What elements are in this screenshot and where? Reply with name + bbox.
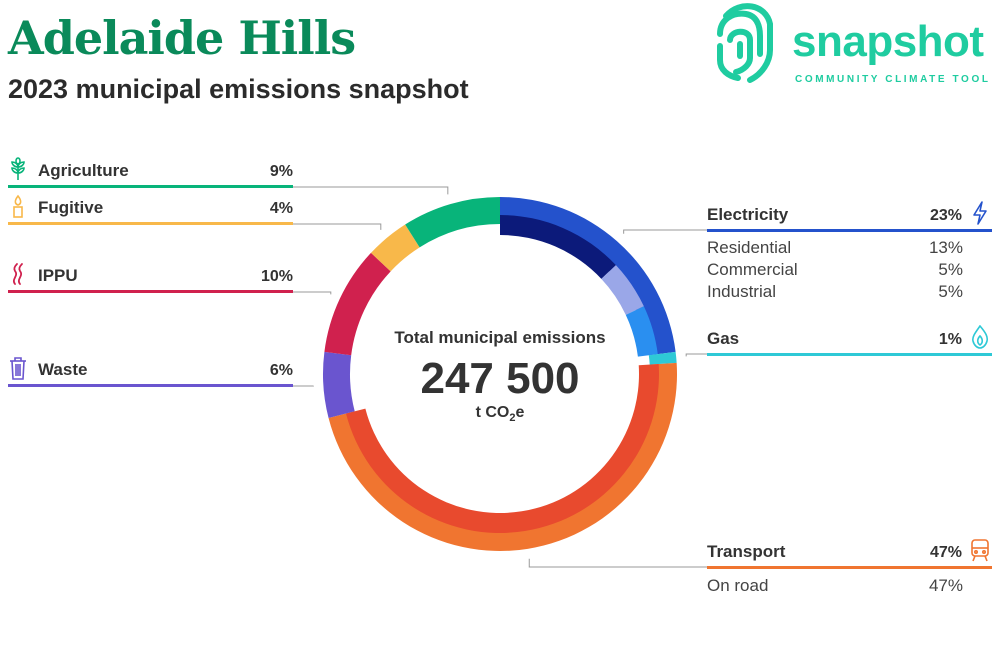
sub-category-percent: 5% <box>938 282 963 301</box>
sub-category-percent: 5% <box>938 260 963 279</box>
category-name: Transport <box>707 542 786 561</box>
category-electricity: Electricity 23% <box>707 201 992 232</box>
leader-line-ippu <box>293 291 332 295</box>
category-percent: 10% <box>260 268 293 285</box>
slice-ippu <box>324 252 391 356</box>
slice-electricity <box>500 197 676 356</box>
leader-line-transport <box>528 558 707 568</box>
page-title: Adelaide Hills <box>8 11 356 65</box>
leader-line-electricity <box>623 229 707 234</box>
sub-category-percent: 47% <box>928 576 963 595</box>
slice-fugitive <box>370 224 420 272</box>
category-percent: 6% <box>269 362 293 379</box>
slice-agriculture <box>405 197 500 248</box>
leader-line-gas <box>685 353 707 357</box>
sub-category-name: On road <box>707 576 769 595</box>
category-name: Electricity <box>707 205 789 224</box>
electricity-sub-residential: Residential 13% <box>707 238 963 260</box>
leader-line-agriculture <box>293 186 449 195</box>
category-name: Fugitive <box>38 198 104 217</box>
sub-slice-industrial <box>625 306 658 357</box>
sub-slice-commercial <box>601 265 644 315</box>
train-icon <box>971 539 989 562</box>
category-name: Gas <box>707 329 740 348</box>
flame-candle-icon <box>13 194 23 218</box>
logo-wordmark: snapshot <box>792 17 984 66</box>
smoke-icon <box>12 263 23 285</box>
sub-category-name: Industrial <box>707 282 776 301</box>
electricity-sub-industrial: Industrial 5% <box>707 282 963 304</box>
leader-lines <box>293 186 707 568</box>
leader-line-fugitive <box>293 223 382 230</box>
sub-category-percent: 13% <box>928 238 963 257</box>
sub-category-name: Residential <box>707 238 792 257</box>
sub-category-name: Commercial <box>707 260 798 279</box>
donut-ring <box>322 197 678 552</box>
category-name: Agriculture <box>38 161 129 180</box>
category-gas: Gas 1% <box>707 325 992 356</box>
category-percent: 9% <box>269 163 293 180</box>
total-unit: t CO2e <box>475 404 525 425</box>
logo-tagline: COMMUNITY CLIMATE TOOL <box>795 74 991 85</box>
snapshot-logo: snapshot COMMUNITY CLIMATE TOOL <box>714 0 1000 90</box>
category-name: Waste <box>38 360 88 379</box>
electricity-sub-commercial: Commercial 5% <box>707 260 963 282</box>
category-percent: 47% <box>929 544 962 561</box>
sub-slice-on-road <box>345 364 659 534</box>
category-percent: 23% <box>929 207 962 224</box>
category-name: IPPU <box>38 266 78 285</box>
transport-sub-on-road: On road 47% <box>707 576 963 598</box>
category-waste: Waste 6% <box>8 357 293 387</box>
total-value: 247 500 <box>420 354 580 403</box>
sub-slice-residential <box>500 215 616 279</box>
category-agriculture: Agriculture 9% <box>8 157 293 188</box>
page-subtitle: 2023 municipal emissions snapshot <box>8 74 469 104</box>
gas-flame-icon <box>972 325 989 349</box>
category-fugitive: Fugitive 4% <box>8 194 293 225</box>
slice-gas <box>648 351 677 365</box>
total-label: Total municipal emissions <box>394 328 606 347</box>
lightning-icon <box>973 201 987 225</box>
category-percent: 4% <box>269 200 293 217</box>
wheat-icon <box>11 157 25 180</box>
fingerprint-logo-icon <box>717 3 773 83</box>
category-transport: Transport 47% <box>707 539 992 569</box>
slice-waste <box>322 351 355 419</box>
category-percent: 1% <box>938 331 962 348</box>
category-ippu: IPPU 10% <box>8 263 293 293</box>
bin-icon <box>10 357 26 380</box>
